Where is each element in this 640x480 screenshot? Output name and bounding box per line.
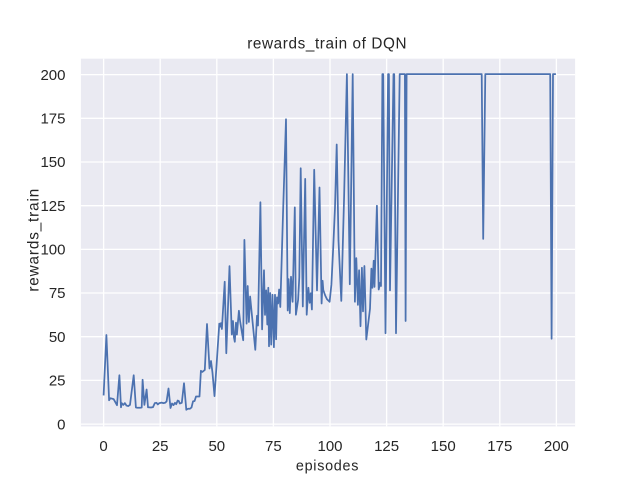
svg-text:175: 175 — [487, 438, 512, 455]
svg-text:0: 0 — [57, 416, 65, 433]
svg-text:0: 0 — [99, 438, 107, 455]
svg-text:150: 150 — [431, 438, 456, 455]
svg-text:episodes: episodes — [296, 459, 359, 475]
svg-text:25: 25 — [152, 438, 169, 455]
svg-text:200: 200 — [40, 67, 65, 84]
svg-text:50: 50 — [208, 438, 225, 455]
svg-text:rewards_train: rewards_train — [25, 188, 42, 292]
svg-text:100: 100 — [317, 438, 342, 455]
svg-text:100: 100 — [40, 242, 65, 259]
svg-text:25: 25 — [49, 373, 66, 390]
svg-text:75: 75 — [265, 438, 282, 455]
svg-text:200: 200 — [544, 438, 569, 455]
svg-text:75: 75 — [49, 285, 66, 302]
svg-text:125: 125 — [40, 198, 65, 215]
svg-text:150: 150 — [40, 154, 65, 171]
svg-text:rewards_train of DQN: rewards_train of DQN — [247, 36, 407, 53]
svg-text:175: 175 — [40, 111, 65, 128]
svg-text:50: 50 — [49, 329, 66, 346]
svg-text:125: 125 — [374, 438, 399, 455]
